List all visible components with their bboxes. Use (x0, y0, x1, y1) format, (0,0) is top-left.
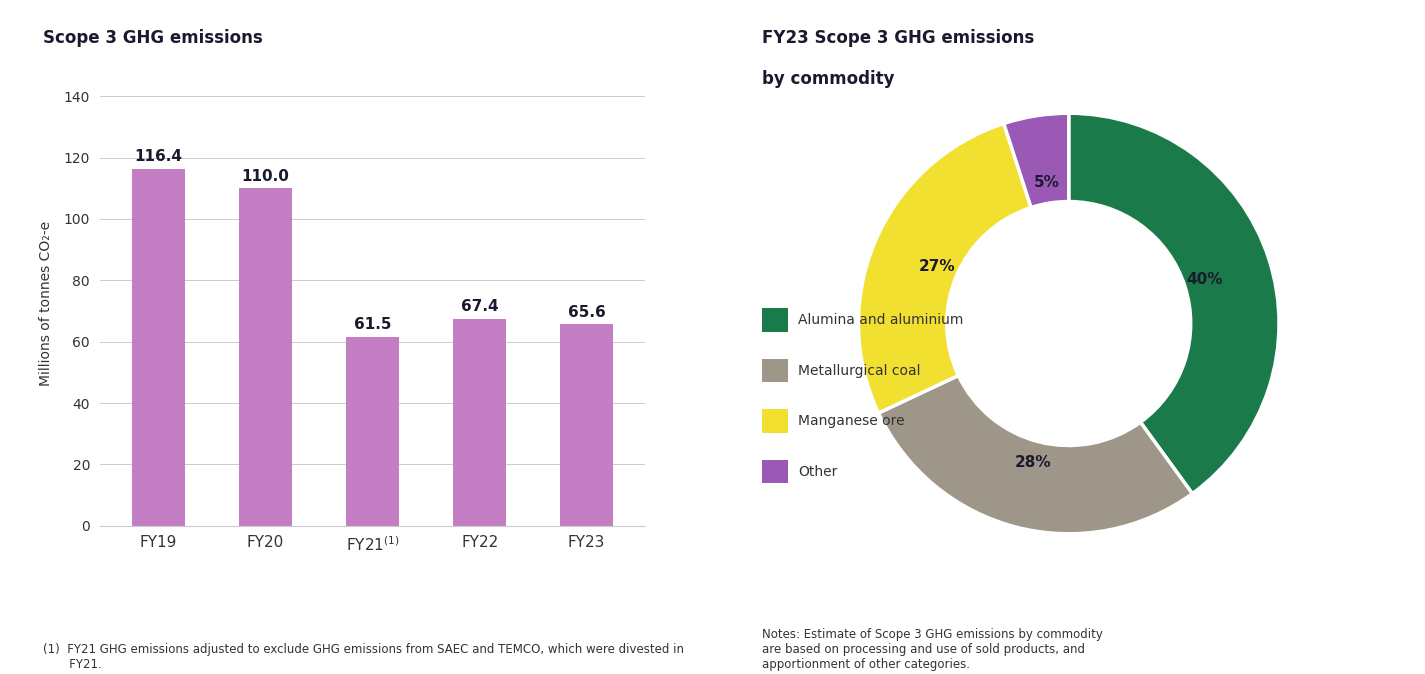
Text: 67.4: 67.4 (460, 299, 499, 314)
Bar (453, 319, 506, 526)
Text: 5%: 5% (1033, 175, 1059, 190)
Wedge shape (858, 123, 1032, 413)
Text: Metallurgical coal: Metallurgical coal (798, 364, 921, 377)
Text: by commodity: by commodity (762, 69, 895, 88)
Wedge shape (1069, 113, 1280, 493)
Text: 40%: 40% (1187, 272, 1223, 287)
Text: Manganese ore: Manganese ore (798, 415, 905, 428)
Bar (346, 337, 399, 526)
Text: Notes: Estimate of Scope 3 GHG emissions by commodity
are based on processing an: Notes: Estimate of Scope 3 GHG emissions… (762, 627, 1103, 671)
Bar (239, 188, 292, 526)
Wedge shape (1003, 113, 1069, 208)
Bar (560, 324, 613, 526)
Text: (1)  FY21 GHG emissions adjusted to exclude GHG emissions from SAEC and TEMCO, w: (1) FY21 GHG emissions adjusted to exclu… (43, 642, 684, 671)
Text: 28%: 28% (1015, 454, 1052, 470)
Text: FY23 Scope 3 GHG emissions: FY23 Scope 3 GHG emissions (762, 29, 1035, 47)
Text: Alumina and aluminium: Alumina and aluminium (798, 313, 963, 327)
Text: 27%: 27% (919, 259, 956, 274)
Wedge shape (878, 375, 1193, 534)
Text: 116.4: 116.4 (134, 149, 182, 164)
Text: 110.0: 110.0 (242, 168, 289, 183)
Text: 61.5: 61.5 (353, 317, 392, 332)
Y-axis label: Millions of tonnes CO₂-e: Millions of tonnes CO₂-e (38, 221, 53, 386)
Text: Scope 3 GHG emissions: Scope 3 GHG emissions (43, 29, 262, 47)
Bar (133, 168, 185, 526)
Text: 65.6: 65.6 (567, 305, 606, 320)
Text: Other: Other (798, 465, 838, 479)
